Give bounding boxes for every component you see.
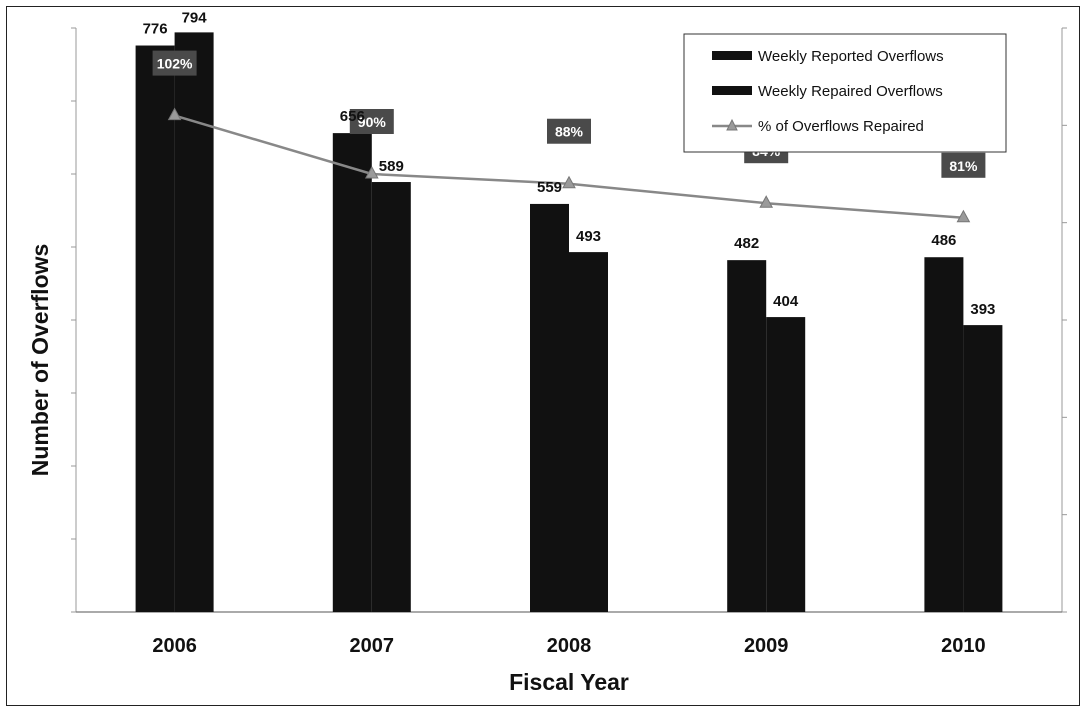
percent-label-box (547, 118, 591, 144)
bar-repaired-label: 794 (182, 9, 208, 26)
bar-repaired (963, 325, 1003, 612)
bar-repaired (569, 252, 608, 613)
percent-label: 88% (555, 124, 584, 140)
legend: Weekly Reported Overflows Weekly Repaired… (683, 33, 1007, 153)
percent-label: 102% (157, 56, 193, 72)
bar-repaired-label: 589 (379, 158, 404, 175)
bar-reported (530, 203, 569, 612)
bar-reported-label: 486 (931, 232, 956, 249)
bar-repaired-label: 493 (576, 228, 601, 245)
bar-reported-label: 776 (143, 21, 168, 38)
legend-label: % of Overflows Repaired (758, 118, 924, 135)
bar-repaired (174, 32, 214, 612)
bar-reported-label: 656 (340, 108, 365, 125)
bar-repaired (371, 182, 411, 612)
bar-reported-label: 559 (537, 179, 562, 196)
x-tick-label: 2009 (744, 635, 789, 657)
legend-swatch (712, 86, 752, 95)
legend-item: Weekly Repaired Overflows (712, 83, 943, 100)
percent-line: 102%90%88%84%81% (152, 50, 986, 223)
legend-swatch (712, 51, 752, 60)
data-labels: 776 794 656 589 559 493 482 404 486 393 (143, 9, 996, 318)
percent-label: 81% (949, 158, 978, 174)
y-axis-title: Number of Overflows (27, 244, 53, 477)
x-tick-label: 2006 (152, 635, 197, 657)
x-tick-label: 2010 (941, 635, 986, 657)
bar-reported (135, 45, 175, 612)
bar-repaired (766, 317, 806, 612)
legend-item: Weekly Reported Overflows (712, 48, 944, 65)
legend-marker (726, 118, 738, 131)
legend-item: % of Overflows Repaired (712, 118, 924, 135)
percent-marker (167, 107, 182, 121)
percent-marker (759, 195, 774, 208)
percent-marker (956, 209, 971, 223)
percent-label-box (941, 152, 986, 178)
bar-reported (332, 133, 372, 612)
x-tick-label: 2007 (350, 635, 395, 657)
x-tick-label: 2008 (547, 635, 592, 657)
bar-repaired-label: 393 (970, 301, 995, 318)
legend-label: Weekly Reported Overflows (758, 48, 944, 65)
percent-marker (364, 165, 379, 179)
percent-label-box (349, 109, 394, 134)
bar-reported (924, 257, 964, 612)
axes: 2006 2007 2008 2009 2010 (71, 27, 1067, 657)
bars (135, 32, 1003, 613)
bar-reported-label: 482 (734, 235, 759, 252)
legend-label: Weekly Repaired Overflows (758, 83, 943, 100)
bar-reported (727, 260, 767, 612)
percent-label: 90% (358, 114, 387, 130)
x-axis-title: Fiscal Year (509, 669, 629, 695)
percent-marker (562, 175, 576, 189)
bar-repaired-label: 404 (773, 293, 799, 310)
percent-label-box (152, 50, 197, 76)
